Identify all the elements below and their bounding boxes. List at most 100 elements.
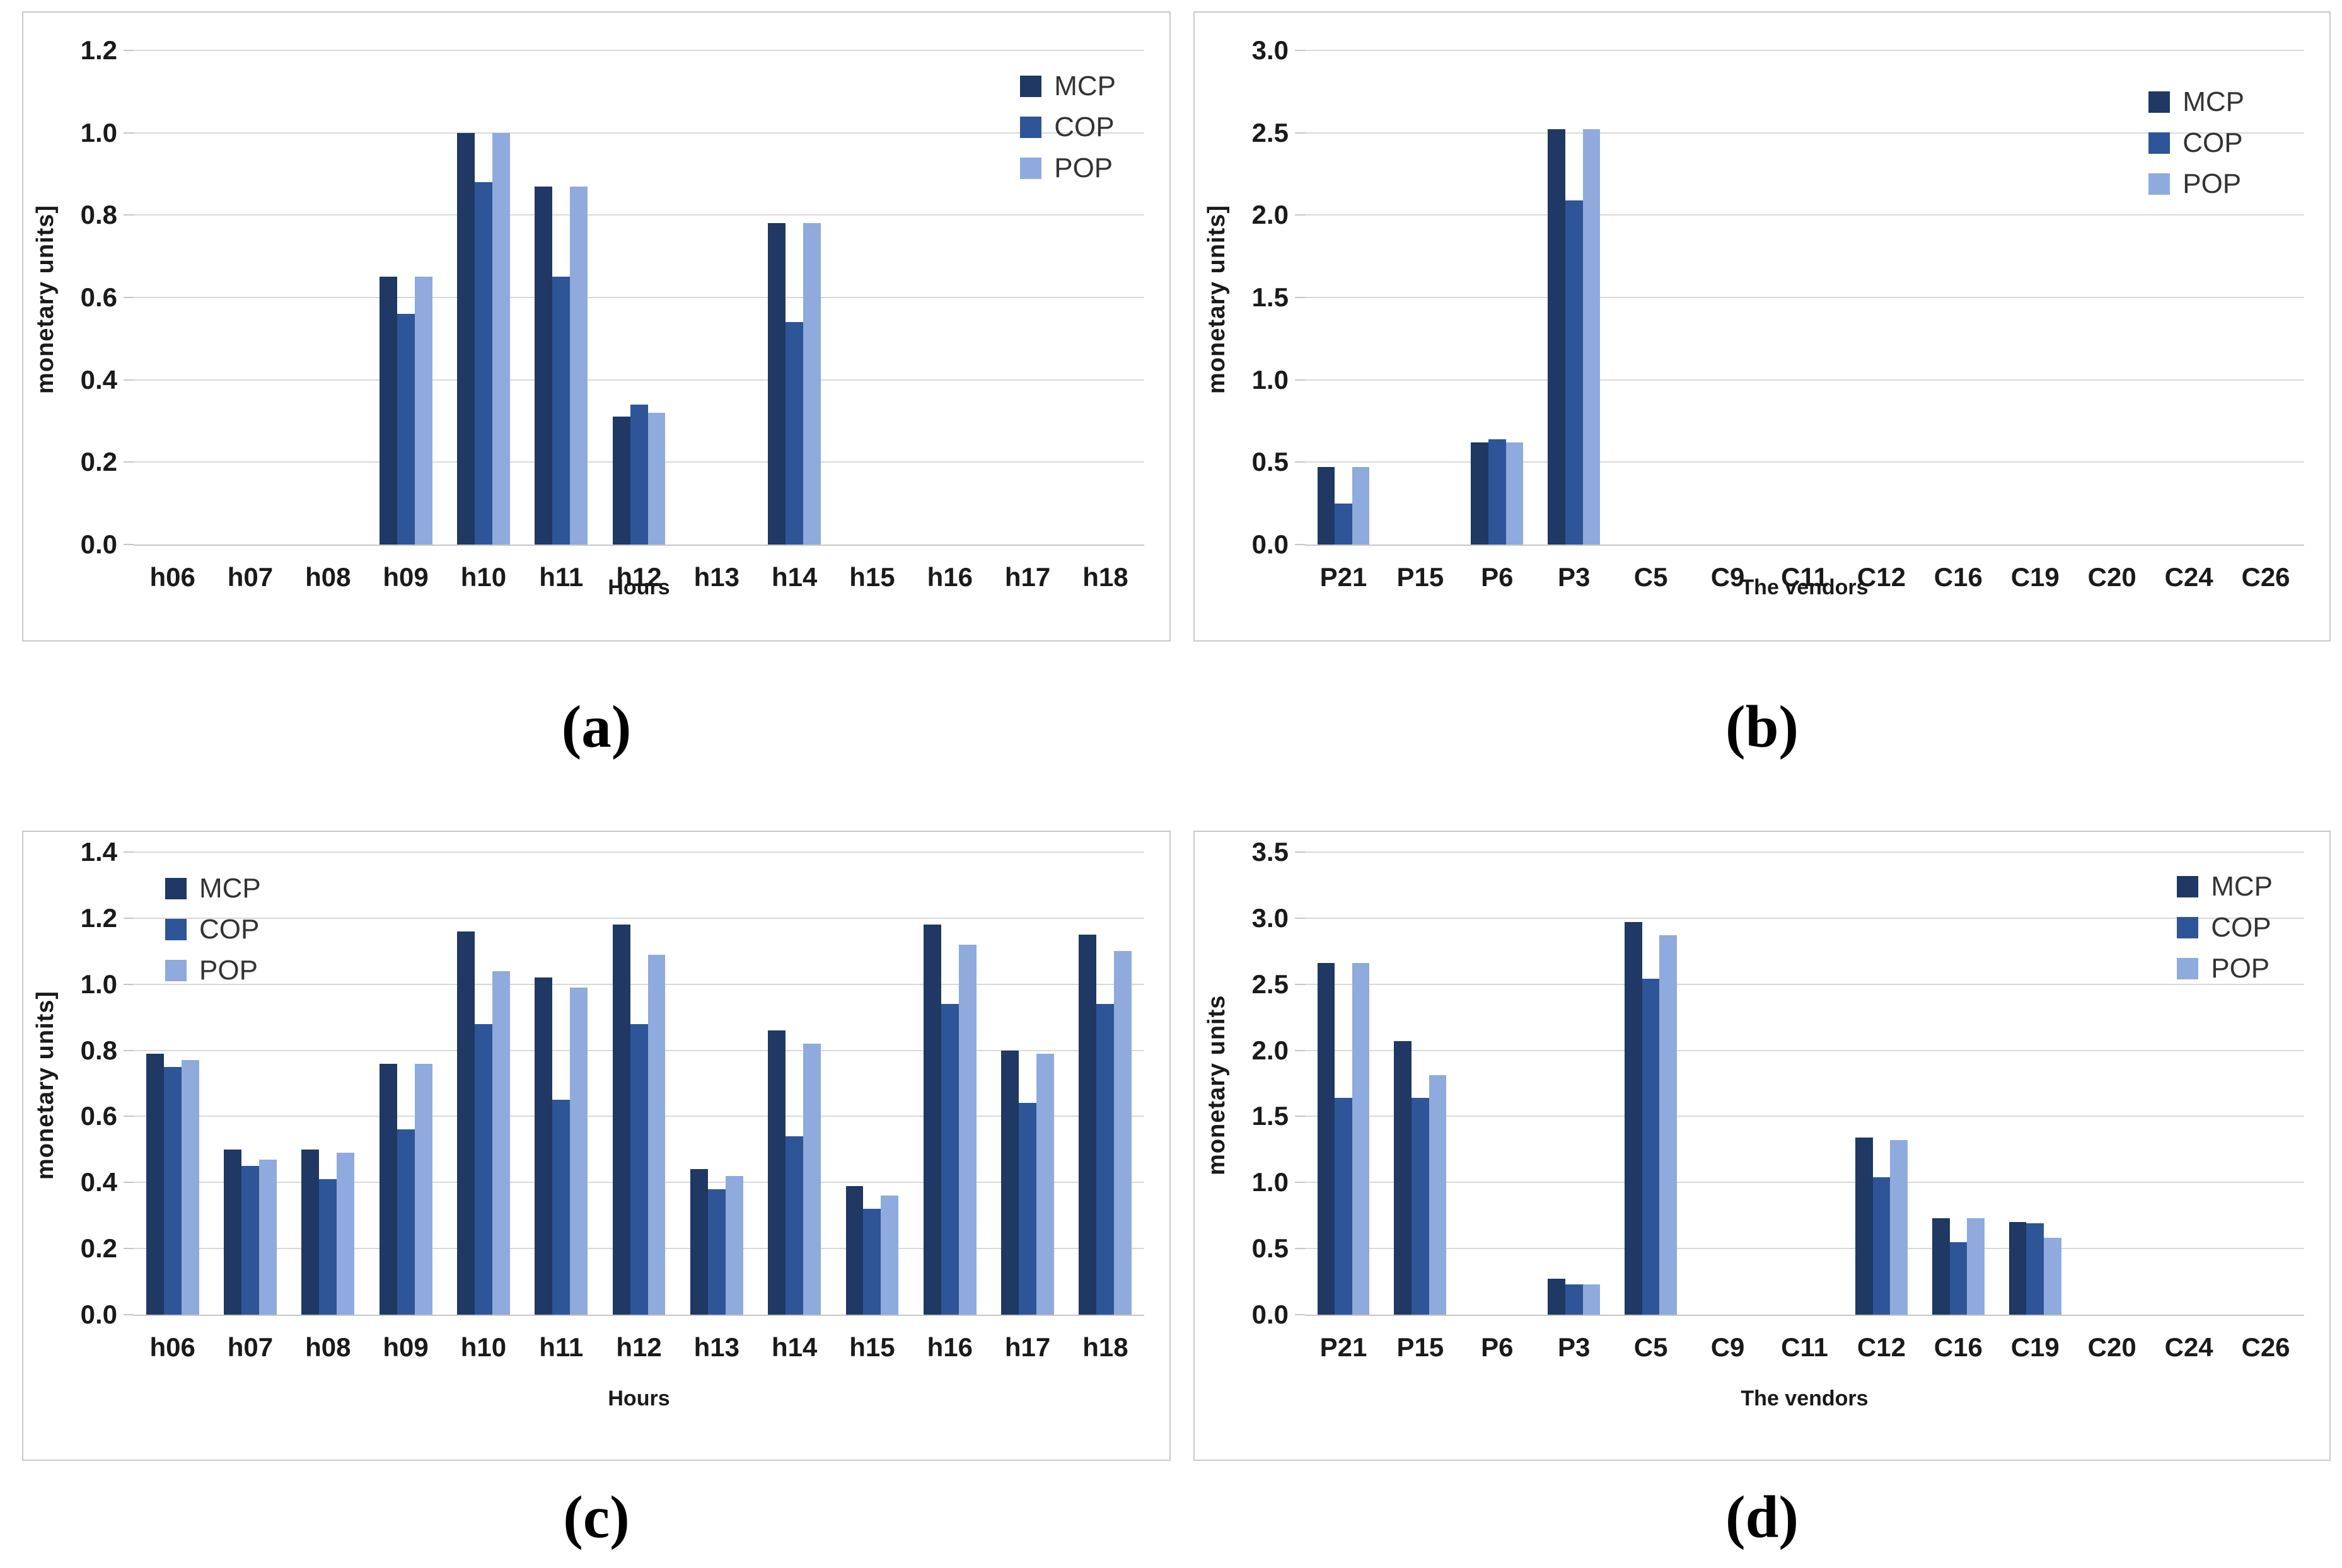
bar-POP-C12 [1890, 1140, 1908, 1315]
bar-group-h16 [923, 852, 977, 1315]
category-slot-h10: h10 [444, 50, 522, 592]
bar-MCP-h17 [1001, 1050, 1019, 1315]
y-axis-tick [1295, 1248, 1305, 1250]
bar-POP-h09 [414, 277, 432, 545]
x-tick-label: h06 [149, 562, 195, 592]
legend-label-COP: COP [1054, 112, 1115, 142]
bar-slots: h06 h07 h08 h09 h10 h11 h12 h13 h14 h15 h16 h17 h18 [134, 852, 1144, 1362]
bar-group-h15 [846, 50, 899, 545]
bar-MCP-h11 [535, 977, 553, 1315]
legend-item-COP: COP [2177, 914, 2273, 942]
category-slot-P21: P21 [1305, 852, 1382, 1362]
bar-MCP-h12 [612, 417, 630, 545]
bar-group-h08 [301, 50, 354, 545]
x-axis-title: Hours [608, 1386, 670, 1410]
y-tick-label: 0.4 [80, 1167, 117, 1197]
y-tick-label: 3.5 [1251, 837, 1289, 867]
x-tick-label: P3 [1558, 562, 1591, 592]
legend-label-POP: POP [2211, 953, 2270, 984]
category-slot-C20: C20 [2073, 50, 2150, 592]
bar-group-h09 [379, 50, 432, 545]
x-tick-label: h18 [1082, 1332, 1128, 1362]
x-tick-label: h18 [1082, 562, 1128, 592]
bar-COP-h07 [241, 1166, 259, 1315]
category-slot-C9: C9 [1690, 50, 1766, 592]
legend-item-MCP: MCP [2177, 873, 2273, 901]
bar-group-h15 [845, 852, 899, 1315]
gridline [1305, 1182, 2304, 1184]
bar-MCP-P15 [1394, 1041, 1412, 1315]
bar-MCP-h14 [768, 1030, 786, 1315]
y-tick-label: 0.8 [80, 200, 117, 230]
plot-area: 0.0 0.5 1.0 1.5 2.0 2.5 3.0 3.5 P21 P15 P6 P3 C5 C9 C1… [1252, 837, 2304, 1362]
category-slot-P6: P6 [1459, 852, 1536, 1362]
bar-COP-h14 [785, 1136, 804, 1315]
bar-group-h09 [379, 852, 432, 1315]
category-slot-h07: h07 [211, 50, 289, 592]
category-slot-C19: C19 [1997, 50, 2073, 592]
gridline [1305, 214, 2304, 216]
bar-MCP-P21 [1317, 963, 1335, 1315]
category-slot-h11: h11 [523, 50, 600, 592]
bar-MCP-h10 [456, 132, 475, 545]
bar-POP-h12 [647, 412, 666, 545]
x-tick-label: h08 [305, 1332, 351, 1362]
category-slot-C12: C12 [1843, 852, 1920, 1362]
gridline [1305, 1115, 2304, 1117]
x-tick-label: P15 [1396, 562, 1444, 592]
bar-group-C9 [1701, 852, 1754, 1315]
bar-group-C16 [1932, 852, 1985, 1315]
category-slot-C11: C11 [1766, 852, 1843, 1362]
category-slot-P15: P15 [1382, 50, 1459, 592]
bar-group-h07 [224, 50, 277, 545]
y-tick-label: 2.5 [1251, 969, 1289, 999]
bar-MCP-h12 [612, 925, 630, 1315]
y-axis-tick [124, 544, 134, 545]
bar-group-h12 [612, 852, 666, 1315]
bar-group-h13 [690, 852, 743, 1315]
bar-COP-h17 [1019, 1103, 1037, 1315]
bar-POP-P6 [1505, 442, 1524, 545]
y-tick-label: 3.0 [1251, 902, 1289, 933]
bar-group-h14 [768, 852, 821, 1315]
category-slot-C9: C9 [1690, 852, 1766, 1362]
x-tick-label: C26 [2241, 1332, 2290, 1362]
gridline [134, 379, 1144, 381]
category-slot-h07: h07 [211, 852, 289, 1362]
bar-group-h18 [1079, 852, 1132, 1315]
bar-group-P6 [1471, 50, 1524, 545]
bar-group-h06 [146, 852, 199, 1315]
category-slot-h10: h10 [444, 852, 522, 1362]
x-tick-label: C11 [1781, 1332, 1828, 1362]
y-axis-tick [1295, 297, 1305, 298]
bar-POP-h18 [1114, 951, 1132, 1315]
bar-COP-C5 [1642, 979, 1660, 1315]
bar-group-C11 [1778, 852, 1831, 1315]
category-slot-h06: h06 [134, 50, 211, 592]
category-slot-h18: h18 [1067, 50, 1144, 592]
x-tick-label: h16 [927, 562, 973, 592]
bar-COP-h15 [863, 1209, 881, 1315]
y-tick-label: 1.5 [1251, 1101, 1289, 1131]
category-slot-P3: P3 [1536, 852, 1613, 1362]
x-tick-label: h09 [383, 1332, 429, 1362]
x-tick-label: h12 [616, 1332, 662, 1362]
y-tick-label: 1.0 [80, 117, 117, 147]
bar-COP-C16 [1949, 1242, 1968, 1315]
category-slot-h15: h15 [833, 50, 911, 592]
bar-COP-P3 [1565, 200, 1583, 545]
x-tick-label: h11 [539, 1332, 584, 1362]
bar-COP-h10 [474, 182, 492, 545]
bar-COP-h12 [630, 404, 648, 545]
y-axis-tick [124, 214, 134, 216]
chart-panel-c: monetary units] 0.0 0.2 0.4 0.6 0.8 1.0 1.2 1.4… [22, 831, 1171, 1461]
legend-item-MCP: MCP [2148, 88, 2244, 116]
category-slot-C19: C19 [1997, 852, 2073, 1362]
bar-group-h16 [924, 50, 977, 545]
bar-MCP-h13 [690, 1169, 708, 1315]
y-tick-label: 0.0 [80, 529, 117, 559]
x-tick-label: C26 [2241, 562, 2290, 592]
x-tick-label: C19 [2010, 1332, 2060, 1362]
bar-MCP-h18 [1079, 935, 1097, 1315]
y-tick-label: 0.4 [80, 364, 117, 395]
